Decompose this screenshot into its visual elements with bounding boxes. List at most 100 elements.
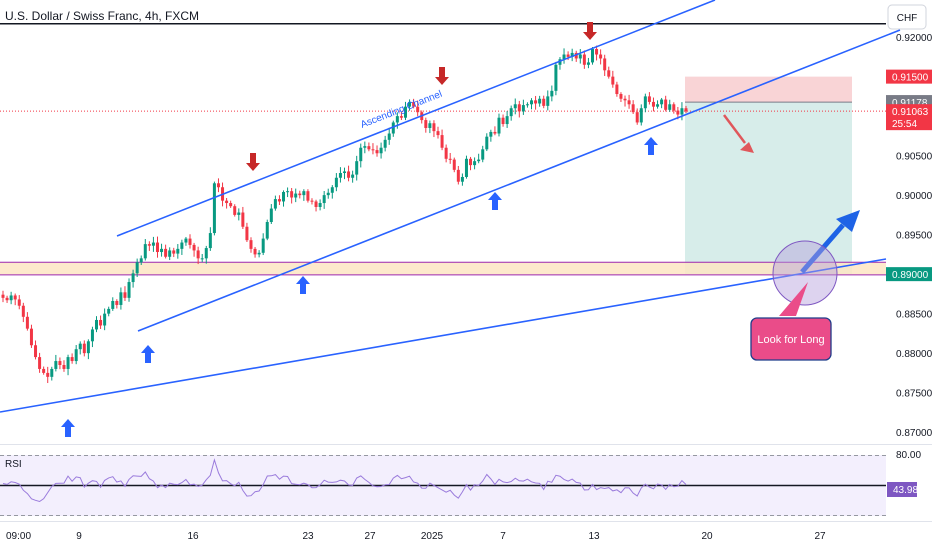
candle-body [599,54,603,59]
candle-body [204,248,208,259]
candle [464,155,468,179]
candle [204,245,208,264]
candle-body [525,104,529,106]
target-circle[interactable] [772,240,838,306]
position-risk-zone [685,76,852,103]
candle [168,247,172,261]
candle [599,49,603,65]
currency-button[interactable] [887,4,927,30]
candle [334,173,338,192]
candle-body [196,250,200,259]
candle-body [25,316,29,329]
candle-body [359,147,363,162]
candle-body [168,250,172,257]
candle [432,120,436,138]
candle [375,145,379,157]
candle [58,357,62,370]
candle [147,241,151,251]
candle-body [375,150,379,154]
candle [318,199,322,211]
channel-lower-line[interactable] [137,29,901,332]
candle [546,90,550,111]
candle-body [86,341,90,354]
candle [257,250,261,258]
candle-body [107,308,111,314]
candle-body [62,364,66,369]
candle-body [530,100,534,105]
candle-body [473,161,477,166]
candle [436,126,440,139]
candle [82,340,86,357]
candle-body [17,299,21,306]
candle [310,198,314,205]
long-trend-line[interactable] [0,258,887,413]
callout-text: Look for Long [757,334,824,346]
candle-body [456,169,460,182]
candle [111,297,115,311]
candle-body [318,203,322,207]
candle [13,293,17,306]
price-axis[interactable]: 0.92000 0.90500 0.90000 0.89500 0.88500 0.880… [896,33,932,439]
candle-body [489,131,493,137]
candle [233,204,237,217]
candle [574,50,578,62]
candle [208,227,212,251]
candle [95,316,99,333]
time-axis[interactable]: 09:00 9 16 23 27 2025 7 13 20 27 [6,531,826,542]
candle [477,153,481,164]
candle-body [188,238,192,245]
candle-body [387,133,391,140]
look-for-long-callout[interactable]: Look for Long [750,282,832,361]
candle [590,46,594,65]
candle-body [477,159,481,162]
candle [672,102,676,114]
candle [664,95,668,112]
time-tick-7: 13 [588,531,600,542]
candle [456,165,460,185]
price-tick-5: 0.88000 [896,349,932,360]
candle-body [265,222,269,239]
candle [66,354,70,376]
candle-body [607,70,611,77]
candle-body [176,248,180,254]
candle [135,258,139,278]
candle [367,142,371,152]
candle-body [119,292,123,305]
candle-body [253,248,257,255]
time-tick-9: 27 [814,531,826,542]
candle-body [54,361,58,369]
candle [1,290,5,303]
candle [237,208,241,221]
candle-body [395,116,399,123]
candle [660,97,664,109]
candle-body [391,122,395,134]
candle-body [306,191,310,201]
candle [444,144,448,163]
candle-body [298,193,302,196]
candle [50,366,54,381]
candle-body [351,174,355,178]
candle [25,312,29,331]
candle-body [95,319,99,330]
candle-body [672,104,676,111]
candle [46,366,50,384]
price-badge-bg [886,267,932,282]
candle [501,114,505,127]
candle [538,95,542,107]
candle-body [314,201,318,207]
candle [680,102,684,121]
candle-body [619,94,623,99]
up-arrow-icon [644,137,658,155]
candle-body [505,116,509,125]
candle [627,94,631,109]
candle [196,246,200,265]
candle [489,129,493,142]
price-badge-bg [886,69,932,84]
candle-body [347,171,351,178]
channel-upper-line[interactable] [116,0,716,237]
candle [586,57,590,69]
up-arrow-icon [488,192,502,210]
time-tick-1: 9 [76,531,82,542]
candle-body [664,99,668,110]
